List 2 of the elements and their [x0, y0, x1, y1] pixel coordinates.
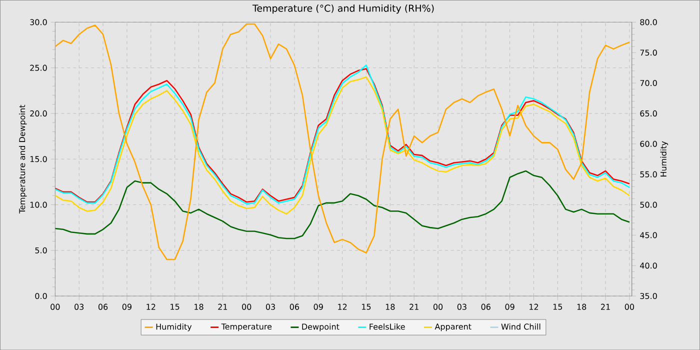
chart-title: Temperature (°C) and Humidity (RH%)	[252, 4, 434, 14]
line-series	[55, 23, 630, 260]
